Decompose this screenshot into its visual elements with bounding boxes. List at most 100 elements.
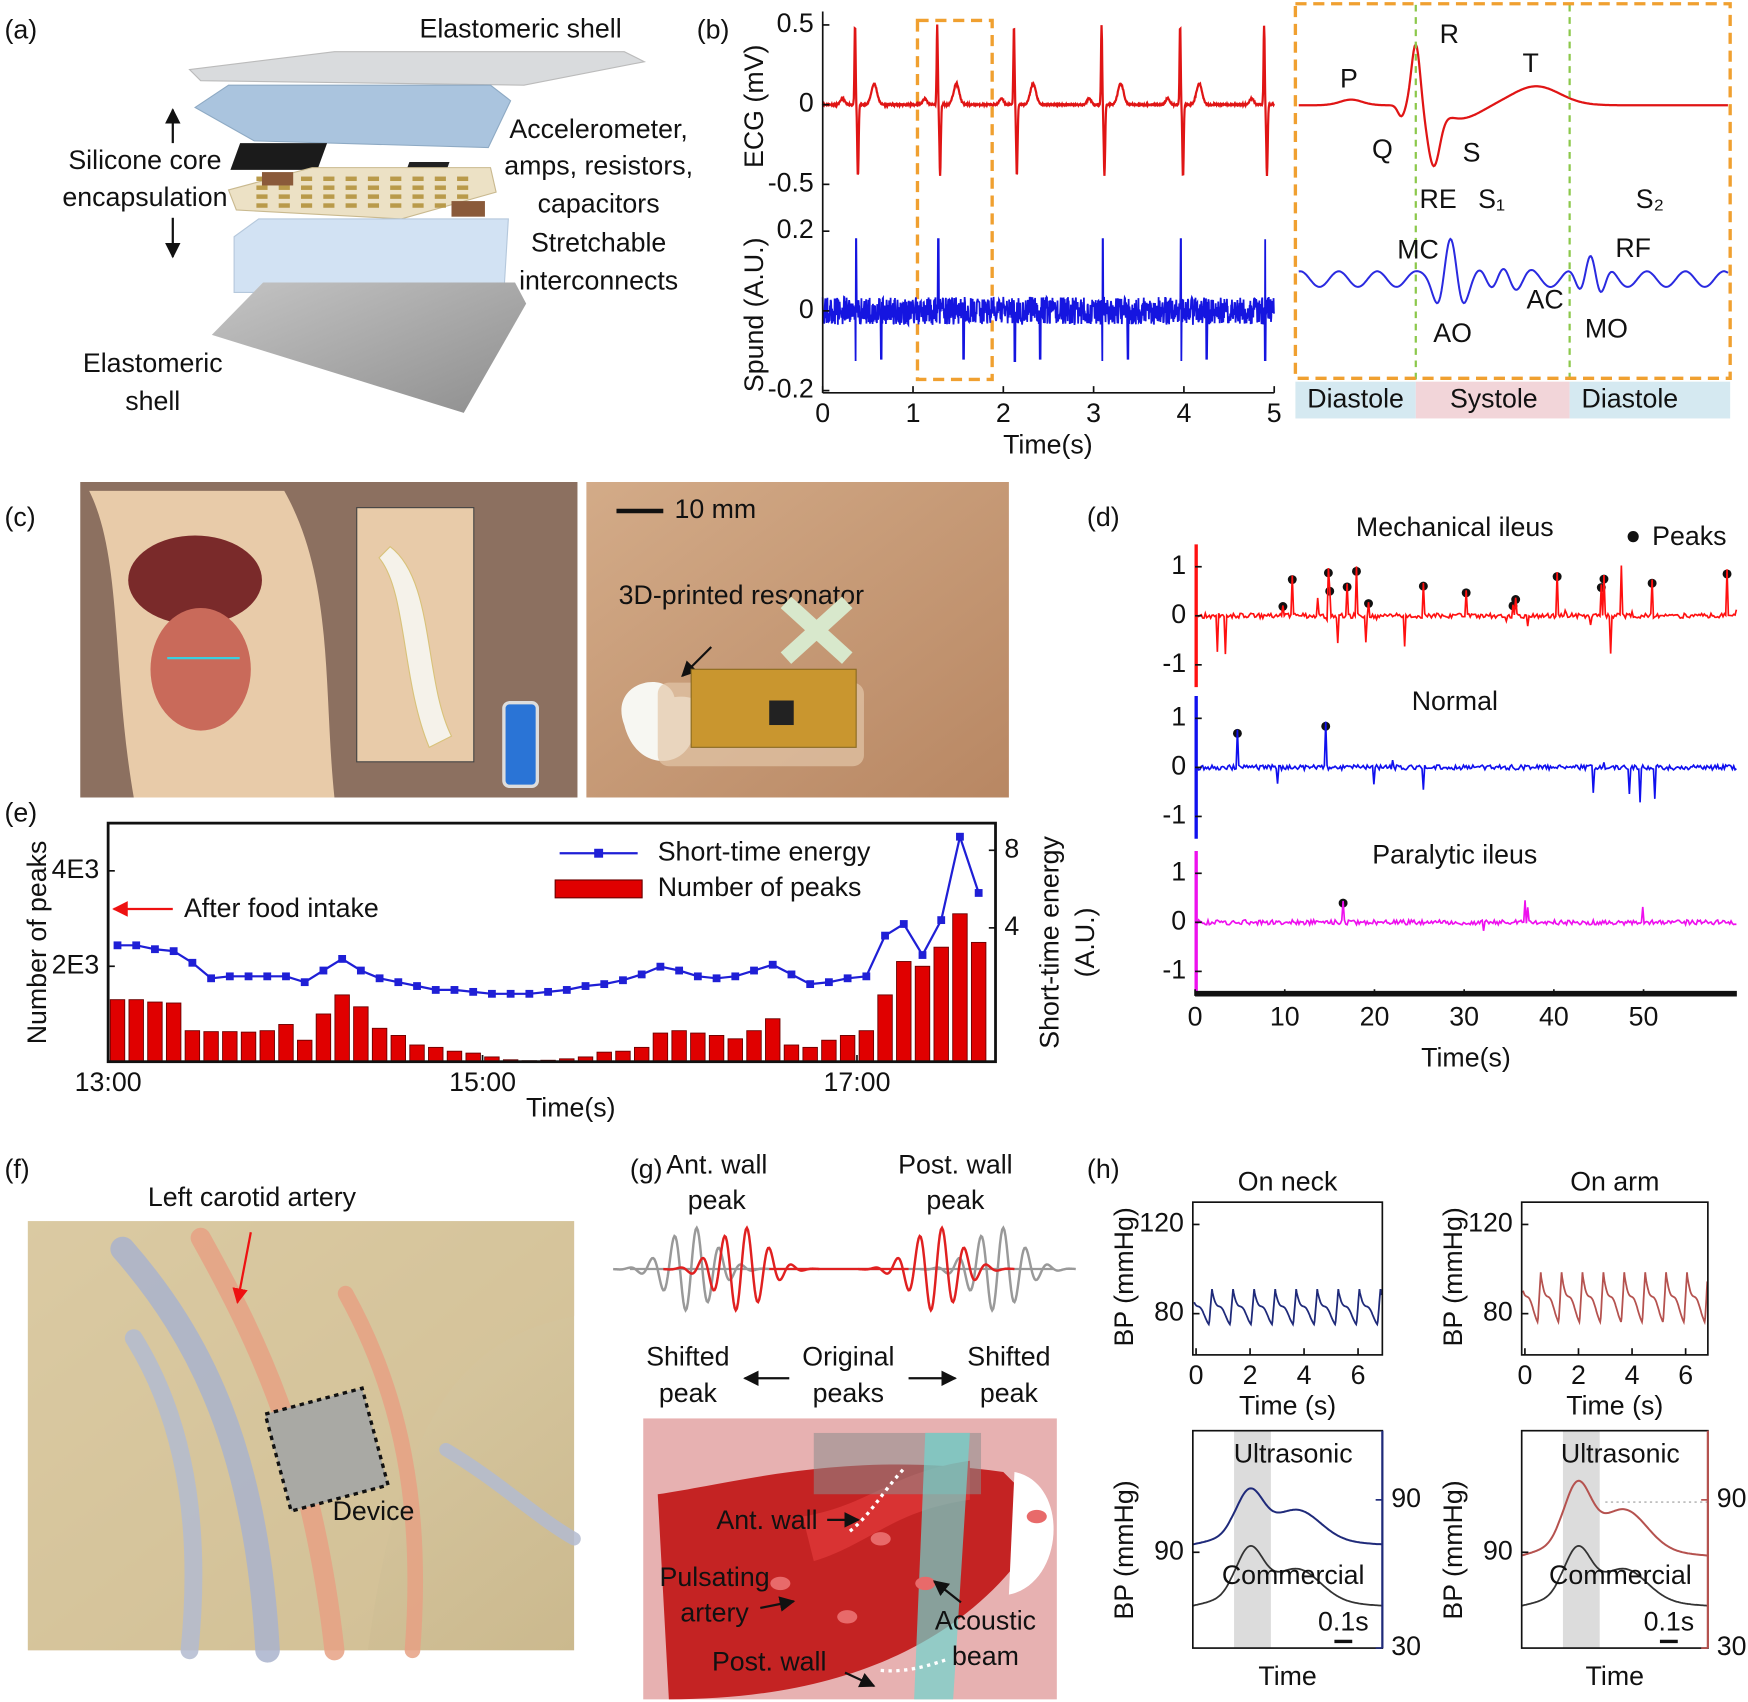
pad <box>323 176 335 182</box>
blood-cell <box>837 1610 858 1624</box>
panel-label: (a) <box>4 15 37 45</box>
blood-cell <box>870 1532 891 1546</box>
marker <box>693 972 702 981</box>
y-tick-label: 0 <box>1171 905 1186 935</box>
bar <box>802 1046 818 1063</box>
y-tick-label: 90 <box>1154 1535 1184 1565</box>
x-tick-label: 6 <box>1678 1360 1693 1390</box>
marker <box>319 966 328 975</box>
wave-label: MO <box>1585 313 1628 343</box>
arrow <box>760 1596 796 1612</box>
signal-trace <box>1193 1288 1383 1327</box>
label: peak <box>688 1185 747 1215</box>
x-tick-label: 1 <box>906 398 921 428</box>
blood-cell <box>1026 1509 1047 1524</box>
pad <box>457 194 469 199</box>
legend-label: Peaks <box>1652 521 1726 551</box>
x-tick-label: 15:00 <box>449 1067 516 1097</box>
layer-label: Accelerometer, <box>509 114 687 144</box>
device <box>263 1386 391 1514</box>
panel-label: (c) <box>4 502 35 532</box>
pad <box>412 176 424 182</box>
highlight <box>1234 1430 1271 1649</box>
bar <box>409 1044 425 1063</box>
vessel <box>190 1227 345 1661</box>
pad <box>434 194 446 199</box>
pad <box>345 194 357 199</box>
bar <box>671 1030 687 1063</box>
axis-title: BP (mmHg) <box>1109 1207 1139 1346</box>
phone <box>502 701 540 789</box>
layer-label: interconnects <box>519 266 678 296</box>
bar <box>746 1030 762 1063</box>
bar <box>278 1024 294 1063</box>
marker <box>469 987 478 996</box>
bar <box>914 965 931 1063</box>
y-tick-label: 4E3 <box>52 854 100 884</box>
marker <box>488 989 496 998</box>
marker <box>450 986 459 994</box>
ic <box>769 700 794 726</box>
y-tick-label: 1 <box>1171 550 1186 580</box>
layer-label: amps, resistors, <box>504 151 693 181</box>
marker <box>937 916 946 925</box>
pad <box>390 185 402 190</box>
pad <box>278 194 290 199</box>
y-tick-label: -1 <box>1162 800 1186 830</box>
pad <box>367 176 380 182</box>
subplot-title: Normal <box>1412 686 1498 716</box>
wall-line <box>880 1657 949 1673</box>
y-tick-label: 1 <box>1171 701 1186 731</box>
wave-label: AO <box>1433 318 1472 348</box>
zoom-box <box>915 18 994 382</box>
signal-trace <box>1298 42 1728 168</box>
signal-trace <box>919 1225 1076 1313</box>
label: Acoustic <box>935 1606 1036 1636</box>
pad <box>300 185 313 190</box>
wave-label: P <box>1340 64 1358 94</box>
lower-core <box>233 218 509 294</box>
marker <box>282 972 290 981</box>
bar <box>858 1030 875 1063</box>
y-tick-label: 0.5 <box>777 8 814 38</box>
pad <box>256 194 268 199</box>
layer-label: encapsulation <box>62 182 227 212</box>
bar <box>596 1051 612 1063</box>
panel-label: (d) <box>1087 502 1120 532</box>
signal-trace <box>1521 1544 1708 1607</box>
signal-trace <box>663 1225 820 1313</box>
x-tick-label: 2 <box>1243 1360 1258 1390</box>
axis-title: Time <box>1258 1661 1316 1691</box>
signal-trace <box>821 238 1276 362</box>
pad <box>323 185 335 190</box>
marker <box>506 989 515 998</box>
marker <box>431 986 440 994</box>
marker <box>974 889 983 897</box>
label: Pulsating <box>660 1562 770 1592</box>
pad <box>278 185 290 190</box>
y-tick-label: 0 <box>1171 599 1186 629</box>
signal-trace <box>1196 565 1738 655</box>
plot-title: On neck <box>1238 1166 1338 1196</box>
y-tick-label: 0 <box>799 294 814 324</box>
vessel <box>439 1442 581 1546</box>
legend-label: Number of peaks <box>658 872 862 902</box>
axis-title: Time (s) <box>1239 1390 1336 1420</box>
y-tick-label: 90 <box>1717 1483 1747 1513</box>
top-shell <box>188 51 647 86</box>
wave-label: S₁ <box>1478 184 1505 214</box>
annotation: 3D-printed resonator <box>619 580 864 610</box>
x-tick-label: 40 <box>1539 1001 1569 1031</box>
label: Original <box>802 1341 894 1371</box>
bar <box>147 1001 163 1063</box>
marker <box>750 966 758 975</box>
y-tick-label: 80 <box>1483 1297 1513 1327</box>
signal-trace <box>1192 1544 1383 1607</box>
bar <box>353 1006 369 1063</box>
scale-label: 0.1s <box>1318 1607 1369 1637</box>
signal-trace <box>1192 1487 1383 1546</box>
x-tick-label: 13:00 <box>75 1067 142 1097</box>
marker <box>768 960 777 969</box>
x-tick-label: 0 <box>1189 1360 1204 1390</box>
marker <box>581 982 590 990</box>
